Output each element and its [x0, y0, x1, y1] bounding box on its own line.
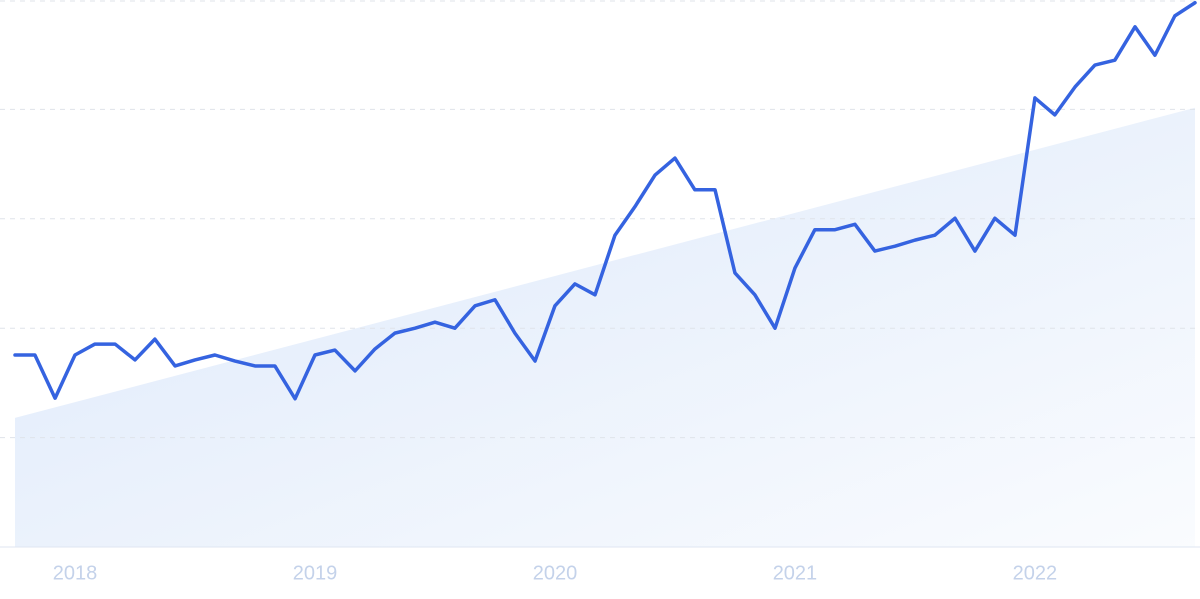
x-tick-label: 2021 [773, 562, 818, 584]
x-tick-label: 2022 [1013, 562, 1058, 584]
x-tick-label: 2020 [533, 562, 578, 584]
trend-line [13, 0, 1197, 401]
trend-area [15, 107, 1195, 547]
x-tick-label: 2018 [53, 562, 98, 584]
x-tick-label: 2019 [293, 562, 338, 584]
